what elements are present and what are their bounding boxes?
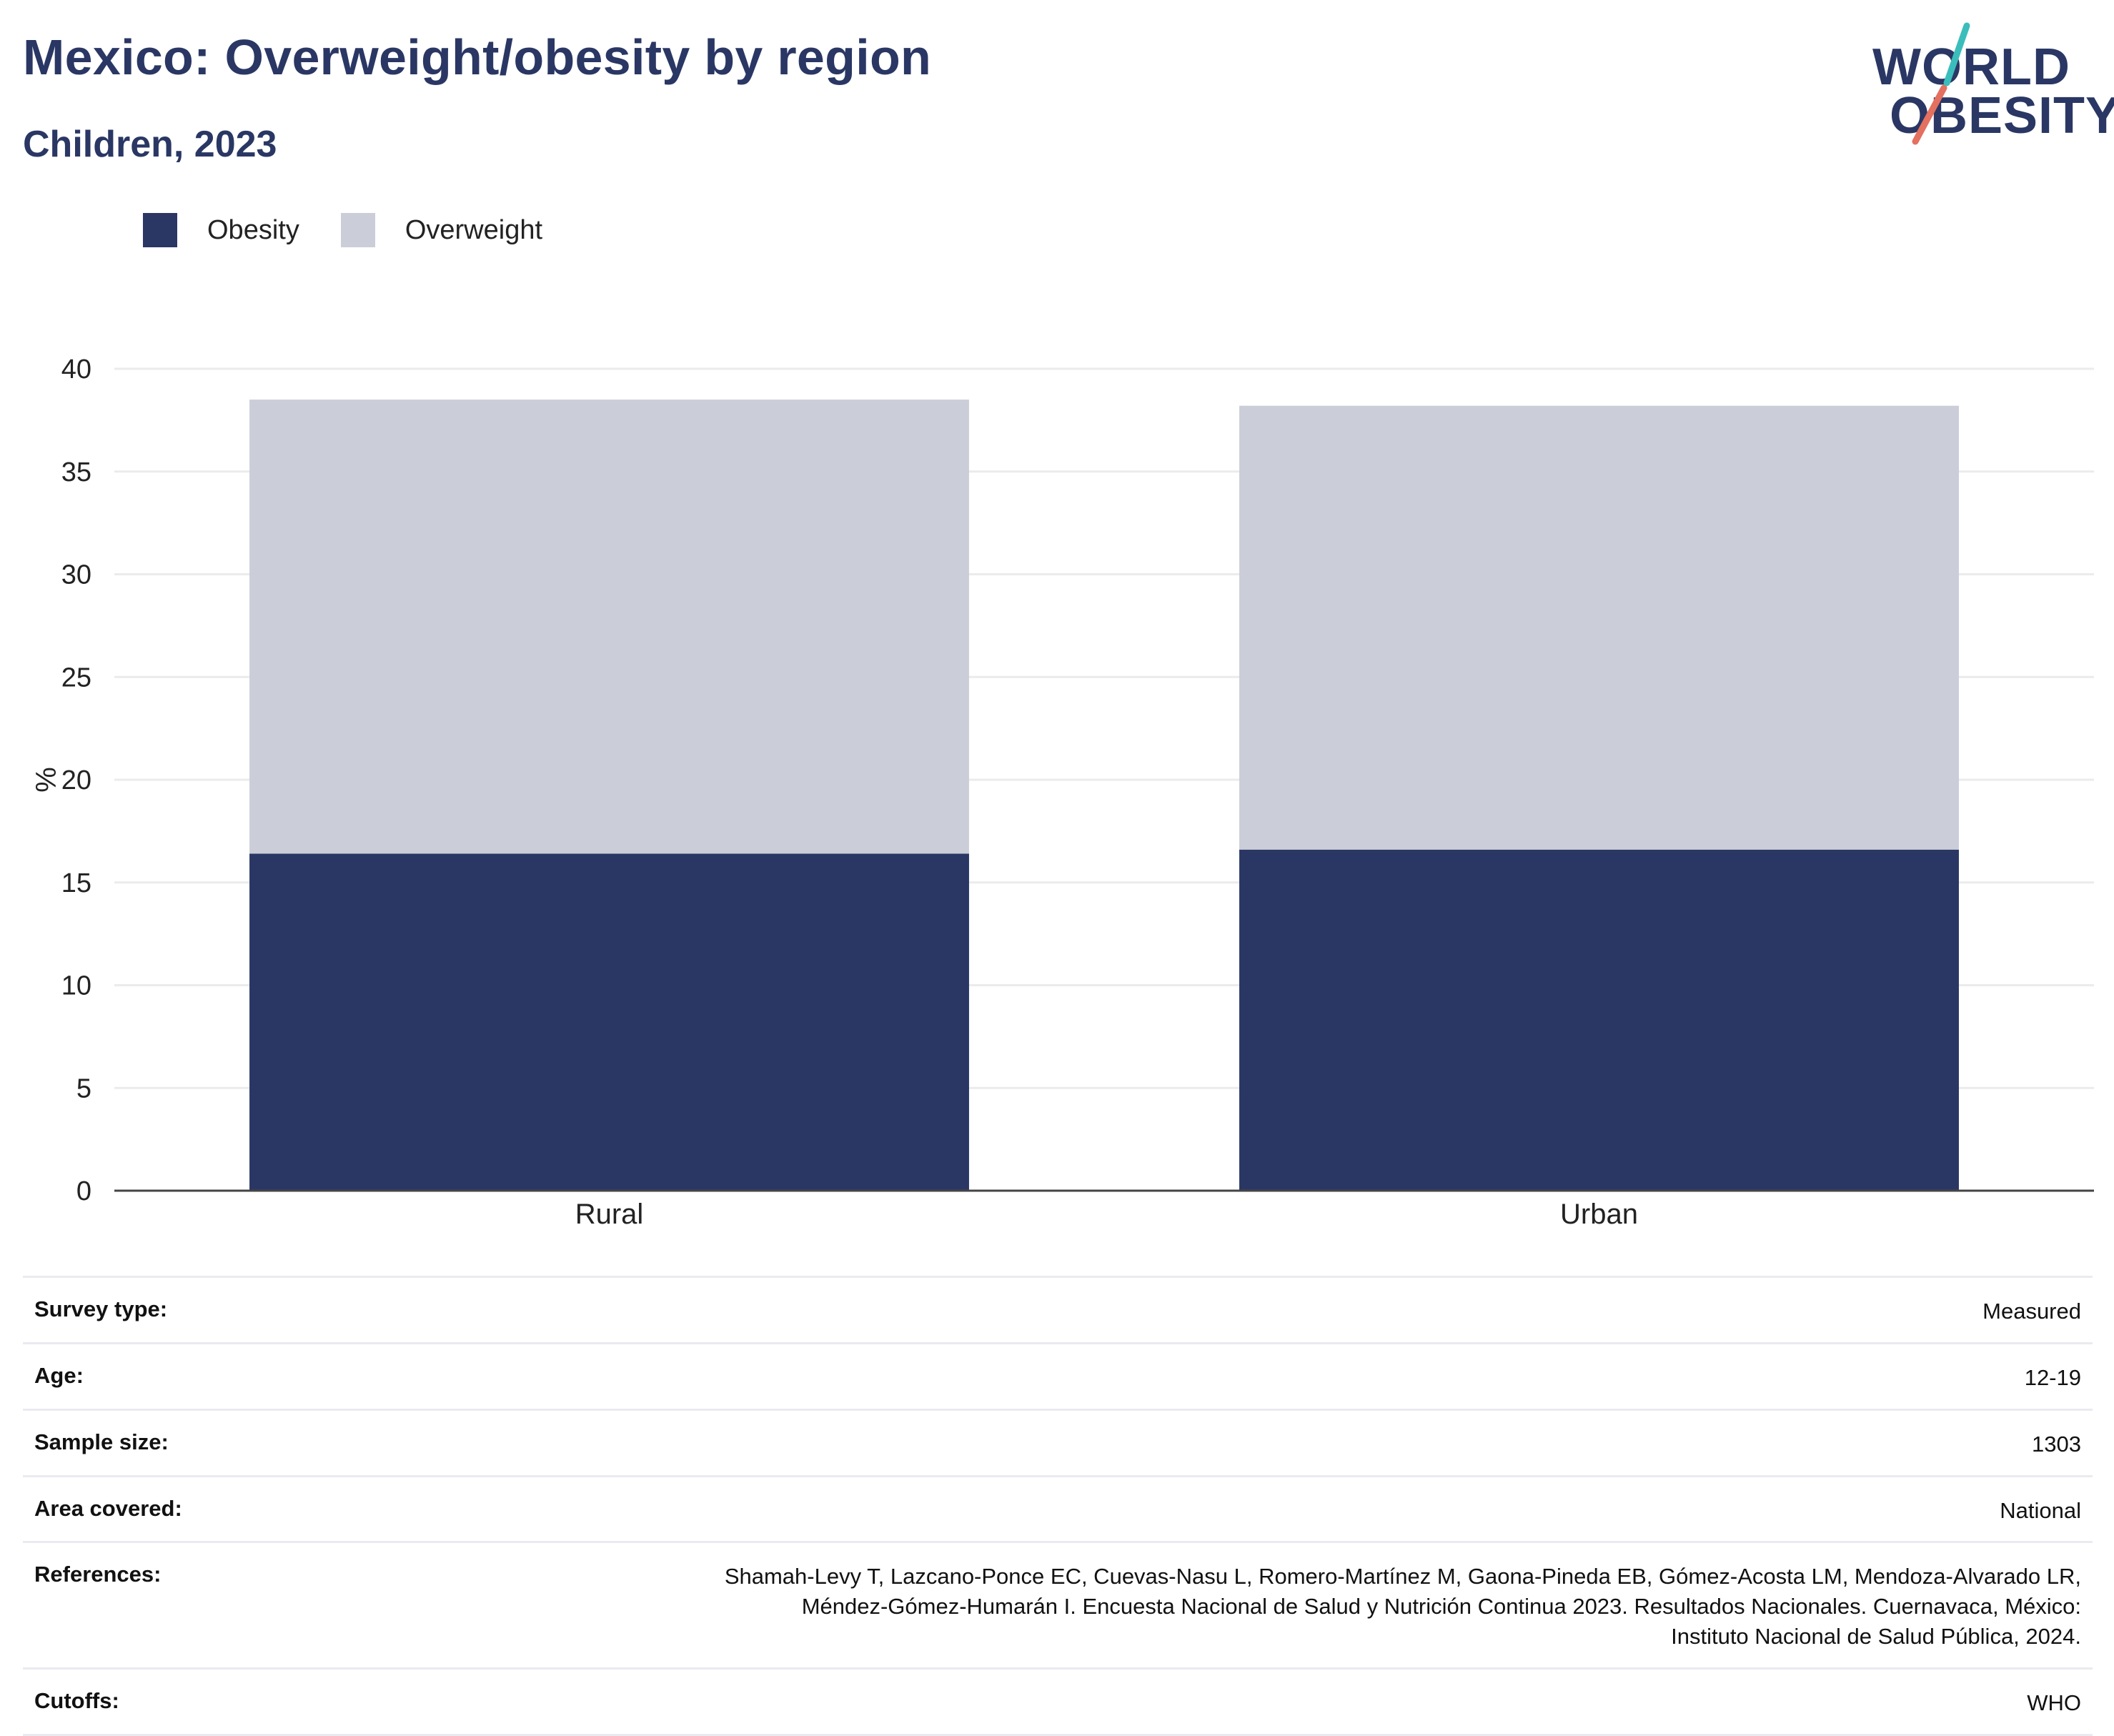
metadata-value: 1303 — [2032, 1431, 2081, 1457]
logo-slash-icon — [1912, 22, 1970, 145]
y-tick-label: 25 — [61, 663, 91, 693]
logo-word-world: WORLD — [1872, 39, 2070, 96]
metadata-key: Area covered: — [34, 1495, 182, 1521]
metadata-row: Age: 12-19 — [23, 1341, 2093, 1409]
legend-label-obesity: Obesity — [207, 214, 299, 245]
legend-item-overweight: Overweight — [340, 213, 543, 247]
bar-obesity-urban — [1239, 849, 1959, 1191]
y-tick-label: 0 — [76, 1176, 91, 1206]
y-tick-label: 15 — [61, 868, 91, 898]
y-tick-label: 5 — [76, 1073, 91, 1103]
chart-legend: Obesity Overweight — [143, 213, 584, 247]
legend-swatch-obesity — [143, 213, 177, 247]
metadata-value: Shamah-Levy T, Lazcano-Ponce EC, Cuevas-… — [725, 1562, 2081, 1652]
reference-line: Méndez-Gómez-Humarán I. Encuesta Naciona… — [801, 1594, 2081, 1620]
legend-swatch-overweight — [340, 213, 375, 247]
metadata-value: National — [2000, 1497, 2081, 1523]
bar-obesity-rural — [249, 853, 969, 1191]
y-axis-title: % — [31, 767, 62, 793]
reference-line: Instituto Nacional de Salud Pública, 202… — [1671, 1624, 2081, 1650]
metadata-key: References: — [34, 1562, 162, 1587]
y-tick-label: 10 — [61, 971, 91, 1001]
bar-overweight-urban — [1239, 405, 1959, 850]
survey-metadata-table: Survey type: Measured Age: 12-19 Sample size… — [23, 1276, 2093, 1736]
metadata-row: References: Shamah-Levy T, Lazcano-Ponce … — [23, 1541, 2093, 1667]
metadata-row: Cutoffs: WHO — [23, 1667, 2093, 1736]
x-category-label: Rural — [575, 1199, 644, 1230]
metadata-value: 12-19 — [2024, 1364, 2081, 1390]
metadata-row: Area covered: National — [23, 1474, 2093, 1542]
metadata-value: Measured — [1983, 1299, 2081, 1324]
x-category-label: Urban — [1560, 1199, 1638, 1230]
legend-item-obesity: Obesity — [143, 213, 299, 247]
y-tick-label: 30 — [61, 560, 91, 590]
reference-line: Shamah-Levy T, Lazcano-Ponce EC, Cuevas-… — [724, 1564, 2081, 1589]
metadata-key: Sample size: — [34, 1429, 169, 1454]
y-tick-label: 40 — [61, 354, 91, 385]
legend-label-overweight: Overweight — [405, 214, 543, 245]
stacked-bar-chart: 0 5 10 15 20 25 30 35 40% Rural Urban — [31, 354, 2094, 1230]
metadata-key: Cutoffs: — [34, 1687, 119, 1713]
y-tick-label: 35 — [61, 457, 91, 487]
y-tick-label: 20 — [61, 765, 91, 795]
chart-subtitle: Children, 2023 — [23, 124, 277, 165]
metadata-key: Age: — [34, 1362, 84, 1388]
bar-overweight-rural — [249, 400, 969, 854]
world-obesity-logo: WORLD OBESITY — [1858, 20, 2114, 149]
metadata-row: Survey type: Measured — [23, 1276, 2093, 1342]
metadata-value: WHO — [2027, 1690, 2081, 1715]
chart-title: Mexico: Overweight/obesity by region — [23, 29, 932, 85]
metadata-row: Sample size: 1303 — [23, 1408, 2093, 1475]
metadata-key: Survey type: — [34, 1296, 168, 1321]
